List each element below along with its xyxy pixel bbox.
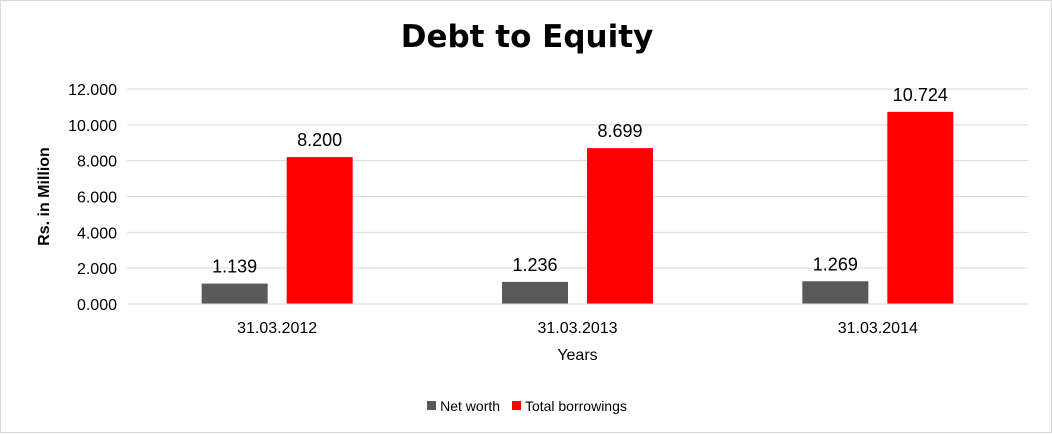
bar-net-worth-2 (802, 281, 869, 304)
chart-title: Debt to Equity (400, 19, 654, 55)
data-label-net-worth-2: 1.269 (813, 254, 858, 274)
bar-net-worth-0 (201, 283, 268, 304)
bar-total-borrowings-2 (887, 111, 954, 304)
data-label-net-worth-0: 1.139 (212, 257, 257, 277)
y-tick-label-3: 6.000 (77, 190, 117, 207)
legend-swatch-net-worth (427, 401, 437, 410)
legend-swatch-total-borrowings (511, 401, 521, 410)
data-label-total-borrowings-1: 8.699 (597, 121, 642, 141)
x-axis-title: Years (557, 347, 597, 364)
legend: Net worth Total borrowings (1, 397, 1052, 414)
bar-net-worth-1 (502, 281, 568, 304)
y-tick-label-5: 10.000 (68, 118, 117, 135)
x-tick-label-2: 31.03.2014 (838, 320, 918, 337)
legend-label-total-borrowings: Total borrowings (524, 397, 627, 414)
y-axis-title: Rs. in Million (36, 147, 53, 246)
legend-item-total-borrowings: Total borrowings (511, 397, 627, 414)
data-label-net-worth-1: 1.236 (512, 255, 557, 275)
y-tick-label-6: 12.000 (68, 82, 117, 99)
bar-total-borrowings-0 (286, 157, 353, 304)
y-tick-label-0: 0.000 (77, 297, 117, 314)
x-tick-label-0: 31.03.2012 (237, 320, 317, 337)
bar-total-borrowings-1 (587, 148, 653, 304)
data-label-total-borrowings-0: 8.200 (297, 130, 342, 150)
y-tick-label-2: 4.000 (77, 225, 117, 242)
data-label-total-borrowings-2: 10.724 (893, 85, 948, 105)
y-tick-label-1: 2.000 (77, 261, 117, 278)
legend-item-net-worth: Net worth (427, 398, 500, 414)
y-tick-label-4: 8.000 (77, 154, 117, 171)
legend-label-net-worth: Net worth (440, 397, 501, 414)
x-tick-label-1: 31.03.2013 (537, 320, 617, 337)
